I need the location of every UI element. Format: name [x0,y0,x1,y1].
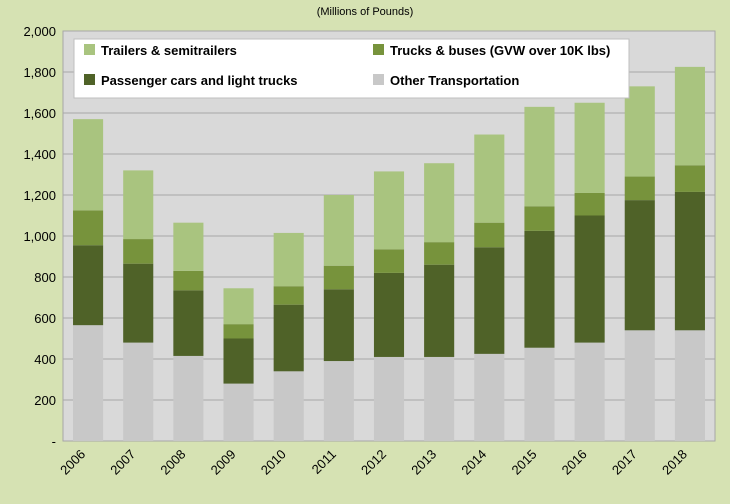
bar-segment [73,119,104,211]
legend-label: Trucks & buses (GVW over 10K lbs) [390,43,610,58]
y-tick-label: 400 [34,352,56,367]
legend-label: Other Transportation [390,73,519,88]
bar-segment [273,304,304,372]
x-tick-label: 2012 [358,447,389,478]
bar-segment [574,102,605,193]
y-tick-label: 600 [34,311,56,326]
bar-segment [674,165,705,192]
bar-segment [474,222,505,248]
x-tick-label: 2007 [107,447,138,478]
bar-segment [273,286,304,305]
bar-segment [73,325,104,441]
bar-segment [574,342,605,441]
bar-segment [73,245,104,326]
legend-swatch [84,44,95,55]
bar-segment [223,324,254,339]
y-tick-label: 1,000 [23,229,56,244]
y-tick-label: 800 [34,270,56,285]
bar-segment [73,210,104,246]
x-tick-label: 2014 [458,447,489,478]
y-tick-label: 200 [34,393,56,408]
bar-segment [674,66,705,166]
x-tick-label: 2011 [309,447,339,477]
x-tick-label: 2015 [509,447,540,478]
x-tick-label: 2010 [258,447,289,478]
bar-segment [373,249,405,273]
bar-segment [524,347,555,441]
bar-segment [574,215,605,343]
bar-segment [373,171,405,250]
y-tick-label: 1,800 [23,65,56,80]
bar-segment [273,371,304,441]
bar-segment [424,242,455,265]
x-tick-label: 2008 [157,447,188,478]
legend-swatch [373,74,384,85]
bar-segment [173,222,204,271]
y-tick-label: - [52,434,56,449]
bar-segment [123,263,154,343]
bar-segment [674,330,705,441]
bar-segment [474,353,505,441]
bar-segment [223,383,254,441]
bar-segment [223,338,254,384]
bar-segment [223,288,254,325]
y-tick-label: 1,600 [23,106,56,121]
bar-segment [474,134,505,223]
bar-segment [173,290,204,356]
bar-segment [323,361,354,441]
chart-subtitle: (Millions of Pounds) [317,6,414,18]
x-tick-label: 2013 [408,447,439,478]
x-axis: 2006 2007 2008 2009 2010 2011 2012 2013 2014 2015… [57,447,690,478]
y-tick-label: 1,400 [23,147,56,162]
legend-label: Passenger cars and light trucks [101,73,298,88]
bar-segment [424,264,455,357]
bar-segment [624,86,655,177]
bar-segment [624,200,655,331]
legend-label: Trailers & semitrailers [101,43,237,58]
bar-segment [624,330,655,441]
bar-segment [624,176,655,201]
bars [73,66,705,441]
bar-segment [524,206,555,231]
x-tick-label: 2009 [208,447,239,478]
bar-segment [323,195,354,266]
bar-segment [424,163,455,243]
bar-segment [524,230,555,348]
bar-segment [373,272,405,357]
bar-segment [674,191,705,331]
y-axis: - 200 400 600 800 1,000 1,200 1,400 1,600 1,800 2,… [23,24,56,449]
x-tick-label: 2017 [609,447,640,478]
bar-segment [424,356,455,441]
bar-segment [173,270,204,291]
legend-swatch [84,74,95,85]
y-tick-label: 2,000 [23,24,56,39]
legend-box [73,38,630,99]
bar-segment [273,232,304,287]
bar-segment [123,239,154,264]
x-tick-label: 2016 [559,447,590,478]
legend: Trailers & semitrailers Trucks & buses (G… [73,38,630,99]
bar-segment [474,247,505,354]
bar-segment [173,355,204,441]
bar-segment [123,342,154,441]
bar-segment [574,192,605,216]
bar-segment [524,106,555,207]
legend-swatch [373,44,384,55]
bar-segment [323,265,354,290]
bar-segment [373,356,405,441]
x-tick-label: 2006 [57,447,88,478]
bar-segment [323,289,354,362]
bar-segment [123,170,154,240]
x-tick-label: 2018 [659,447,690,478]
y-tick-label: 1,200 [23,188,56,203]
